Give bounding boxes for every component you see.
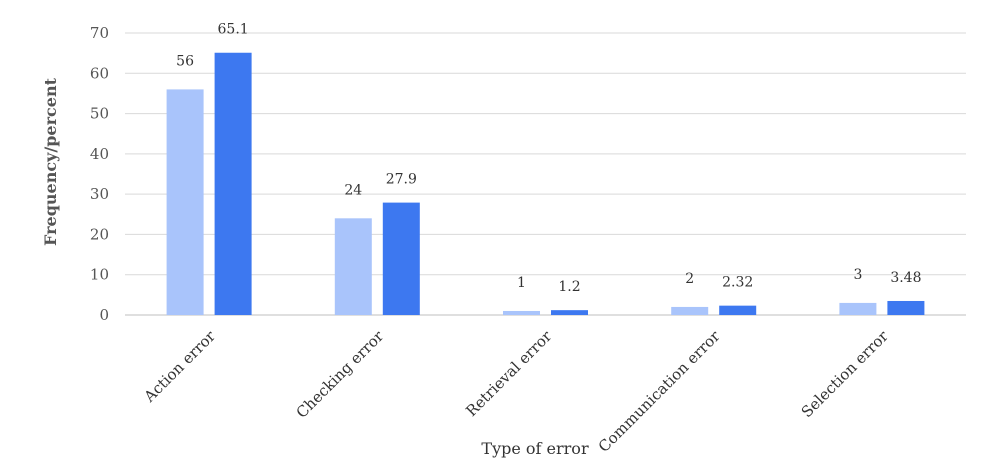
bar-series-2-selection-error	[887, 300, 925, 315]
bars	[166, 52, 925, 316]
x-category-label: Checking error	[293, 327, 388, 422]
bar-series-1-checking-error	[334, 218, 372, 315]
y-axis-title: Frequency/percent	[41, 77, 60, 246]
y-tick-label: 60	[90, 64, 109, 82]
bar-series-2-action-error	[214, 52, 252, 316]
bar-series-1-communication-error	[671, 306, 709, 315]
value-label: 1.2	[558, 279, 580, 295]
value-label: 2	[685, 271, 694, 287]
y-tick-label: 20	[90, 225, 109, 243]
x-category-label: Retrieval error	[462, 327, 556, 421]
y-axis-ticks: 0 10 20 30 40 50 60 70	[90, 24, 109, 324]
bar-series-2-communication-error	[719, 305, 757, 315]
value-label: 2.32	[722, 275, 753, 291]
y-tick-label: 30	[90, 185, 109, 203]
bar-series-1-retrieval-error	[503, 310, 540, 315]
value-labels: 56 65.1 24 27.9 1 1.2 2 2.32 3 3.48	[176, 22, 921, 295]
x-category-label: Selection error	[798, 327, 893, 422]
value-label: 24	[344, 182, 362, 198]
x-axis-categories: Action error Checking error Retrieval erro…	[140, 327, 893, 456]
value-label: 3.48	[890, 270, 921, 286]
grid-lines	[125, 32, 966, 316]
value-label: 56	[176, 53, 194, 69]
x-category-label: Action error	[140, 327, 220, 407]
value-label: 1	[517, 275, 526, 291]
value-label: 27.9	[386, 172, 417, 188]
y-tick-label: 50	[90, 105, 109, 123]
y-tick-label: 70	[90, 24, 109, 42]
value-label: 65.1	[218, 22, 249, 38]
value-label: 3	[853, 267, 862, 283]
bar-series-1-selection-error	[839, 302, 877, 315]
bar-series-2-checking-error	[382, 202, 420, 315]
y-tick-label: 40	[90, 145, 109, 163]
y-tick-label: 0	[99, 306, 109, 324]
x-axis-title: Type of error	[481, 439, 589, 458]
y-tick-label: 10	[90, 266, 109, 284]
bar-series-1-action-error	[166, 89, 204, 316]
x-category-label: Communication error	[595, 327, 724, 456]
bar-series-2-retrieval-error	[551, 310, 588, 315]
